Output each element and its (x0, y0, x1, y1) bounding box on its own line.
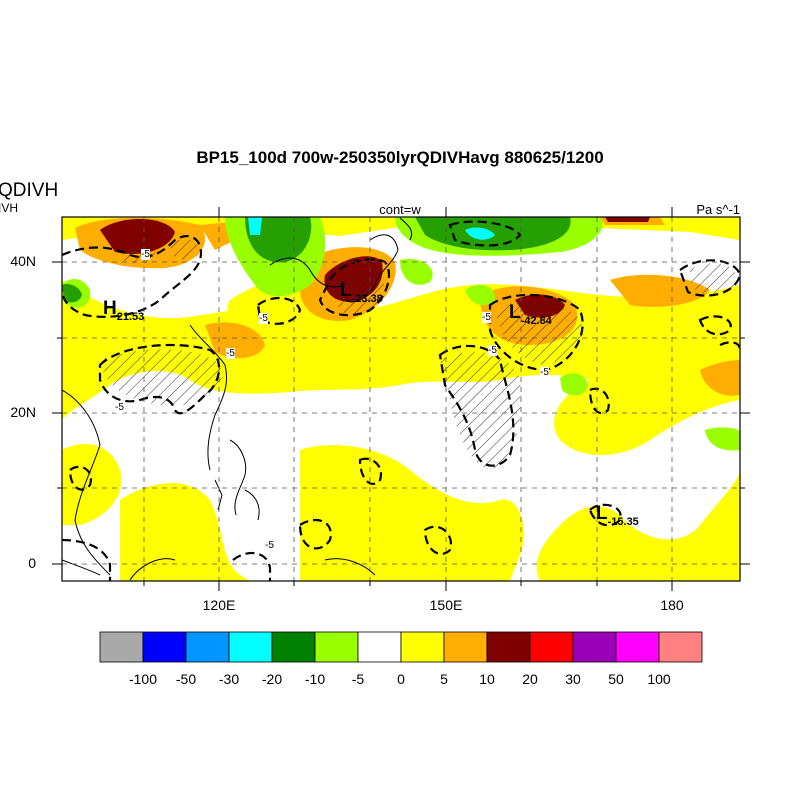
colorbar-swatch (443, 631, 488, 663)
field-fill-neg20-neg30-b (465, 227, 495, 240)
low-marker-3: L-15.35 (596, 503, 639, 528)
colorbar-label: -100 (128, 671, 158, 687)
colorbar-swatch (314, 631, 359, 663)
colorbar-swatch (486, 631, 531, 663)
units-label: Pa s^-1 (696, 202, 740, 217)
x-label-150e: 150E (429, 597, 463, 613)
field-fill-neg10-neg20 (62, 217, 571, 303)
colorbar-swatch (400, 631, 445, 663)
grid-lines (62, 217, 740, 581)
x-label-180: 180 (660, 597, 684, 613)
contour-label: -5 (482, 312, 491, 323)
colorbar-label: -30 (218, 671, 240, 687)
colorbar-swatch (529, 631, 574, 663)
colorbar-swatch (185, 631, 230, 663)
colorbar-label: 30 (565, 671, 581, 687)
colorbar-swatch (615, 631, 660, 663)
y-label-0: 0 (28, 555, 36, 571)
colorbar-swatch (142, 631, 187, 663)
colorbar-swatch (228, 631, 273, 663)
plot-frame (61, 216, 741, 582)
colorbar-label: -50 (175, 671, 197, 687)
colorbar-label: 20 (522, 671, 538, 687)
colorbar (99, 631, 703, 663)
colorbar-swatch (357, 631, 402, 663)
y-label-40n: 40N (10, 253, 36, 269)
significance-hatching (100, 239, 738, 470)
colorbar-swatch (99, 631, 144, 663)
axis-ticks (52, 207, 750, 591)
contour-label: -5 (259, 313, 268, 324)
low-marker-1: L-23.38 (340, 280, 383, 305)
high-marker: H21.53 (103, 298, 145, 323)
colorbar-swatch (572, 631, 617, 663)
colorbar-label: 0 (397, 671, 405, 687)
field-fill-neg20-neg30 (248, 217, 262, 235)
colorbar-label: -5 (351, 671, 365, 687)
colorbar-label: -20 (261, 671, 283, 687)
colorbar-label: 10 (479, 671, 495, 687)
left-subtitle: IVH (0, 201, 19, 215)
contour-label: -5 (141, 249, 150, 260)
colorbar-label: 5 (440, 671, 448, 687)
colorbar-swatch (658, 631, 703, 663)
colorbar-swatch (271, 631, 316, 663)
contour-label: -5 (226, 348, 235, 359)
plot-title: BP15_100d 700w-250350lyrQDIVHavg 880625/… (196, 148, 604, 167)
colorbar-label: -10 (304, 671, 326, 687)
contour-label: -5 (540, 367, 549, 378)
colorbar-label: 100 (647, 671, 671, 687)
left-title: QDIVH (0, 180, 59, 201)
coastlines (62, 217, 413, 581)
contour-label: -5 (488, 345, 497, 356)
contour-label: -5 (115, 402, 124, 413)
y-label-20n: 20N (10, 404, 36, 420)
center-string: cont=w (379, 202, 421, 217)
x-label-120e: 120E (202, 597, 236, 613)
low-marker-2: L-42.84 (509, 302, 552, 327)
contour-label: -5 (265, 540, 274, 551)
negative-contours (62, 220, 740, 581)
colorbar-label: 50 (608, 671, 624, 687)
